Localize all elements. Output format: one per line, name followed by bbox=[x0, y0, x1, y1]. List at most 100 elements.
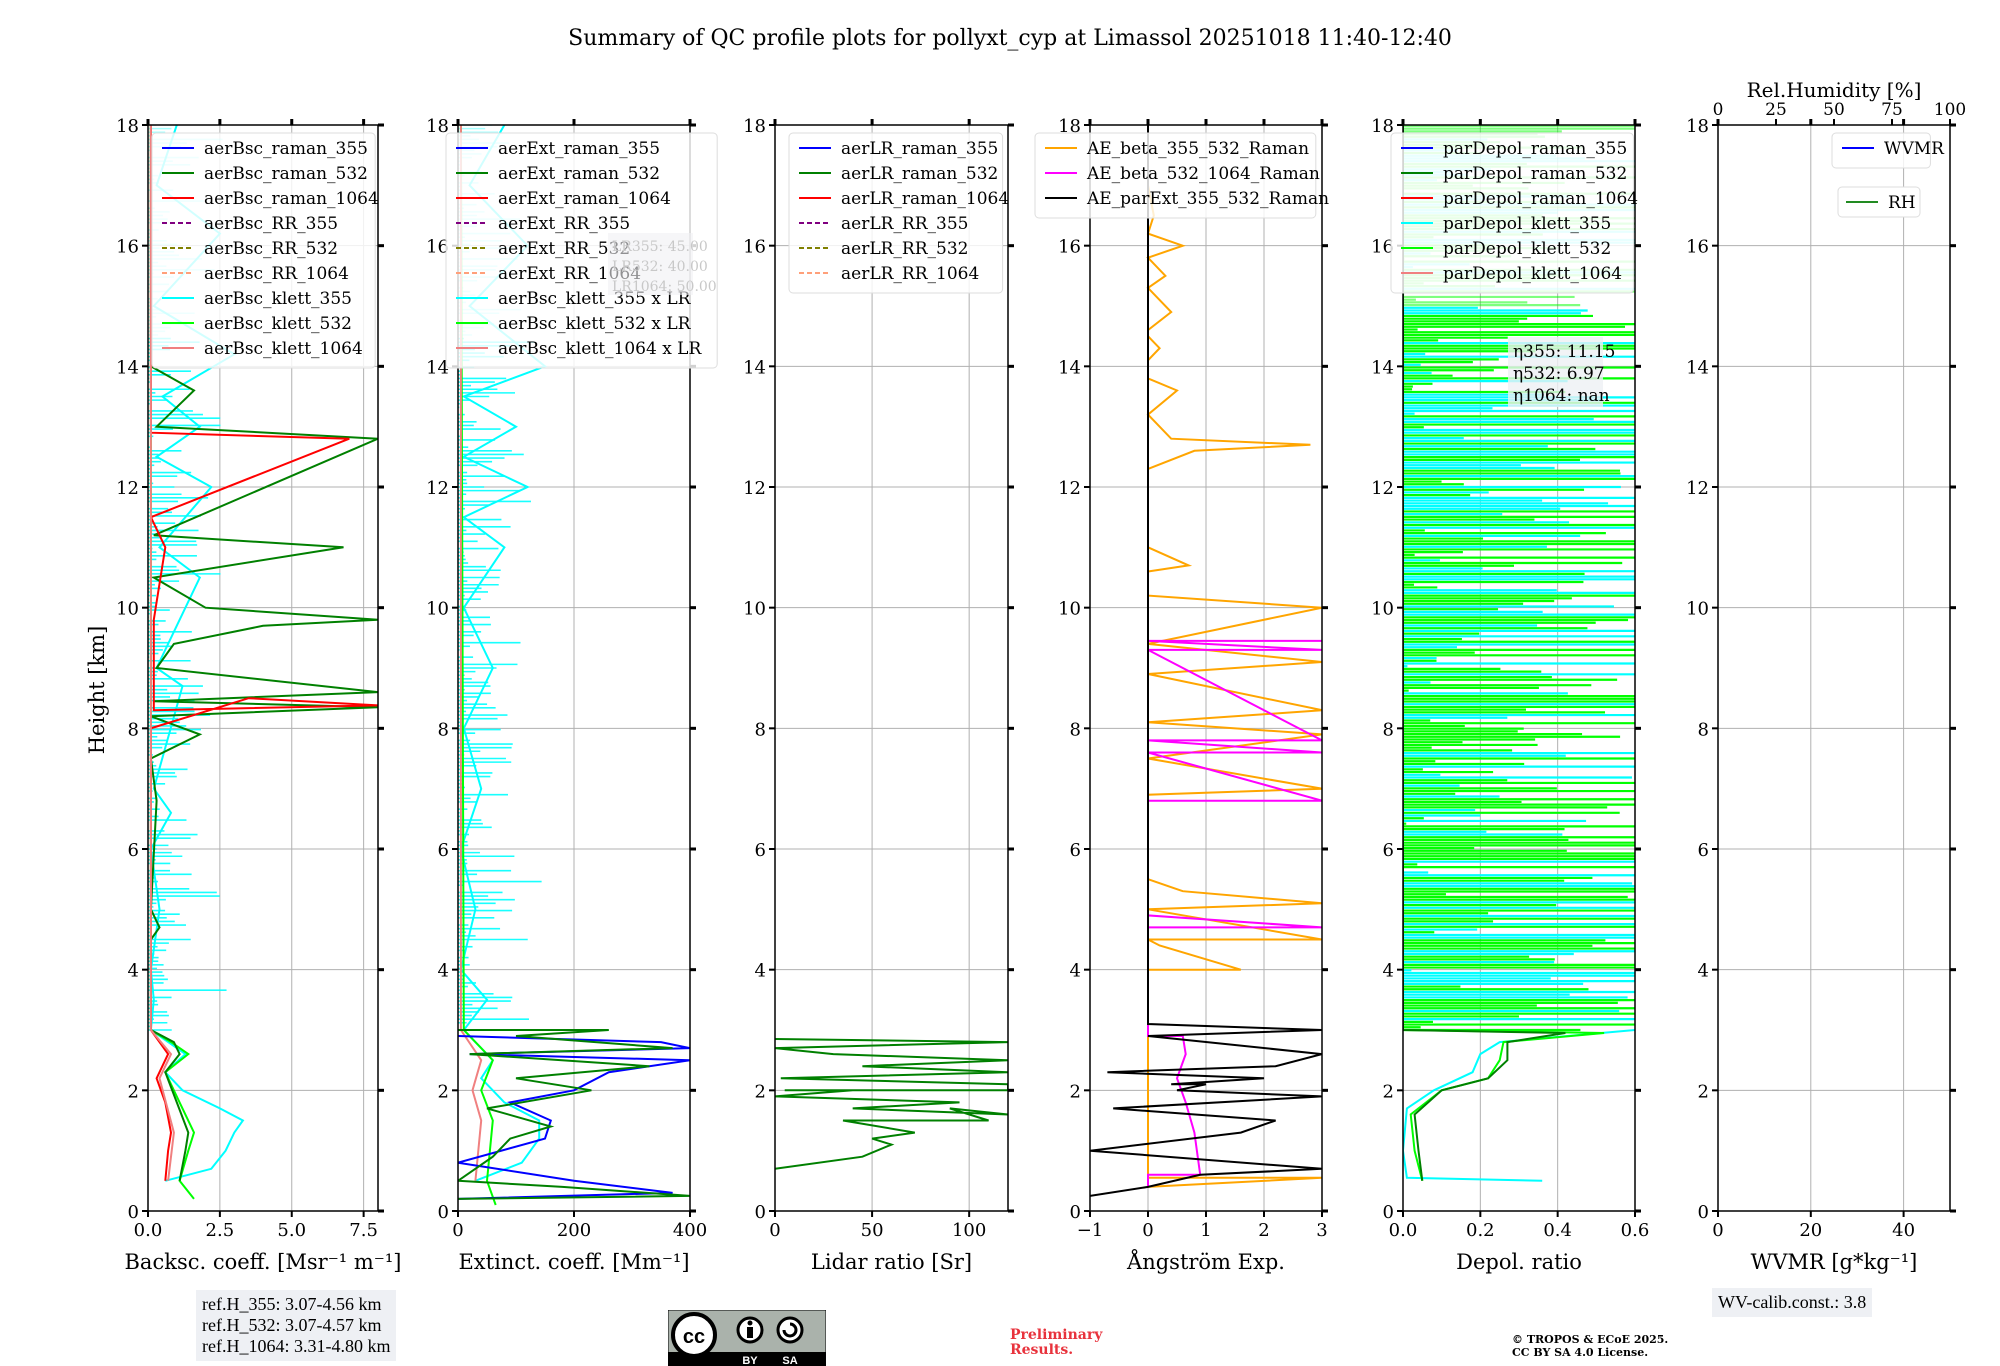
ref-height-1064: ref.H_1064: 3.31-4.80 km bbox=[202, 1336, 391, 1356]
ref-height-532: ref.H_532: 3.07-4.57 km bbox=[202, 1315, 382, 1335]
legend-label: aerExt_RR_1064 bbox=[498, 264, 641, 284]
y-tick-label: 18 bbox=[116, 116, 139, 137]
y-tick-label: 16 bbox=[1686, 237, 1709, 258]
x-tick-label: 100 bbox=[952, 1220, 986, 1241]
axes-frame bbox=[774, 124, 1009, 1212]
legend-label: aerLR_raman_1064 bbox=[841, 189, 1009, 209]
reference-height-box: ref.H_355: 3.07-4.56 km ref.H_532: 3.07-… bbox=[196, 1290, 397, 1361]
legend-label: aerExt_raman_532 bbox=[498, 164, 660, 184]
series-aerBsc_raman_532 bbox=[149, 125, 378, 1181]
legend-label: aerExt_RR_355 bbox=[498, 214, 630, 234]
plot-area bbox=[775, 1038, 1008, 1170]
y-axis-label: Height [km] bbox=[85, 626, 109, 755]
copyright-line-2: CC BY SA 4.0 License. bbox=[1512, 1346, 1649, 1359]
legend-label: aerBsc_klett_355 bbox=[204, 289, 352, 309]
y-tick-label: 14 bbox=[1371, 357, 1394, 378]
panel-extinction: 0 2 4 6 8 10 12 14 16 18 0 200 400 Extinct. coeff. [M… bbox=[426, 116, 718, 1274]
legend-label: parDepol_klett_1064 bbox=[1443, 264, 1622, 284]
x-tick-label: 0 bbox=[1712, 1220, 1723, 1241]
by-label: BY bbox=[742, 1355, 758, 1366]
eta-annotation: η532: 6.97 bbox=[1513, 364, 1605, 384]
y-tick-label: 0 bbox=[128, 1202, 139, 1223]
y-tick-label: 12 bbox=[1686, 478, 1709, 499]
x-tick-label: 0.4 bbox=[1543, 1220, 1572, 1241]
preliminary-line-2: Results. bbox=[1010, 1342, 1074, 1358]
y-tick-label: 4 bbox=[438, 961, 449, 982]
legend-label: aerBsc_raman_1064 bbox=[204, 189, 379, 209]
y-tick-label: 12 bbox=[743, 478, 766, 499]
y-tick-label: 6 bbox=[755, 840, 766, 861]
top-x-tick-label: 100 bbox=[1934, 100, 1966, 120]
top-x-tick-label: 25 bbox=[1765, 100, 1787, 120]
x-tick-label: −1 bbox=[1077, 1220, 1104, 1241]
y-tick-label: 8 bbox=[1070, 719, 1081, 740]
y-tick-label: 2 bbox=[1383, 1081, 1394, 1102]
legend-label: parDepol_klett_355 bbox=[1443, 214, 1611, 234]
legend-label: parDepol_raman_355 bbox=[1443, 139, 1627, 159]
series-aerExt_raman_532 bbox=[458, 1029, 690, 1200]
legend-label: aerBsc_raman_355 bbox=[204, 139, 368, 159]
legend-label: RH bbox=[1888, 193, 1916, 213]
figure-title: Summary of QC profile plots for pollyxt_… bbox=[568, 26, 1452, 51]
y-tick-label: 8 bbox=[1698, 719, 1709, 740]
legend-box-rh bbox=[1837, 186, 1921, 218]
legend-label: aerBsc_klett_1064 x LR bbox=[498, 339, 702, 359]
legend-label: aerExt_raman_355 bbox=[498, 139, 660, 159]
y-tick-label: 8 bbox=[128, 719, 139, 740]
y-tick-label: 12 bbox=[426, 478, 449, 499]
preliminary-line-1: Preliminary bbox=[1010, 1327, 1103, 1343]
x-tick-label: 1 bbox=[1200, 1220, 1211, 1241]
series-AE_beta_532_1064_Raman bbox=[1147, 639, 1322, 1187]
cc-icon-label: cc bbox=[683, 1326, 705, 1348]
series-aerLR_raman_532 bbox=[775, 1038, 1008, 1170]
cc-license-badge: cc BY SA bbox=[668, 1310, 826, 1366]
legend-label: aerBsc_klett_532 x LR bbox=[498, 314, 692, 334]
y-tick-label: 10 bbox=[743, 599, 766, 620]
x-tick-label: 20 bbox=[1799, 1220, 1822, 1241]
x-tick-label: 0.2 bbox=[1466, 1220, 1495, 1241]
y-tick-label: 2 bbox=[1698, 1081, 1709, 1102]
x-tick-label: 0 bbox=[1142, 1220, 1153, 1241]
y-tick-label: 18 bbox=[426, 116, 449, 137]
series-aerBsc_klett_355 bbox=[149, 125, 245, 1182]
panel-depolarization: 0 2 4 6 8 10 12 14 16 18 0.0 0.2 0.4 0.6 Depol. ratio p… bbox=[1371, 116, 1649, 1274]
plot-area bbox=[1090, 125, 1322, 1197]
eta-annotation: η1064: nan bbox=[1513, 386, 1610, 406]
y-tick-label: 2 bbox=[128, 1081, 139, 1102]
copyright-note: © TROPOS & ECoE 2025. CC BY SA 4.0 Licen… bbox=[1512, 1333, 1668, 1359]
series-parDepol_klett_532 bbox=[1403, 1029, 1605, 1182]
x-axis-label: Lidar ratio [Sr] bbox=[811, 1250, 972, 1274]
lr-annotation: LR355: 45.00 bbox=[612, 239, 708, 255]
y-tick-label: 4 bbox=[1383, 961, 1394, 982]
y-tick-label: 10 bbox=[426, 599, 449, 620]
y-tick-label: 14 bbox=[426, 357, 449, 378]
legend-label: aerLR_raman_532 bbox=[841, 164, 998, 184]
x-axis-label: Backsc. coeff. [Msr⁻¹ m⁻¹] bbox=[125, 1250, 402, 1274]
x-tick-label: 7.5 bbox=[349, 1220, 378, 1241]
y-tick-label: 12 bbox=[1058, 478, 1081, 499]
y-tick-label: 4 bbox=[755, 961, 766, 982]
y-tick-label: 0 bbox=[1383, 1202, 1394, 1223]
legend-label: aerBsc_RR_355 bbox=[204, 214, 338, 234]
legend-box bbox=[445, 132, 718, 369]
eta-annotation: η355: 11.15 bbox=[1513, 342, 1615, 362]
y-tick-label: 16 bbox=[1371, 237, 1394, 258]
legend-label: parDepol_raman_532 bbox=[1443, 164, 1627, 184]
legend-label: aerExt_RR_532 bbox=[498, 239, 630, 259]
top-x-axis-label: Rel.Humidity [%] bbox=[1747, 78, 1922, 102]
x-axis-label: Extinct. coeff. [Mm⁻¹] bbox=[458, 1250, 689, 1274]
x-tick-label: 400 bbox=[673, 1220, 707, 1241]
y-tick-label: 6 bbox=[1698, 840, 1709, 861]
top-x-tick-label: 50 bbox=[1823, 100, 1845, 120]
x-tick-label: 0 bbox=[452, 1220, 463, 1241]
cc-icon bbox=[671, 1312, 717, 1358]
top-x-tick-label: 75 bbox=[1881, 100, 1903, 120]
copyright-line-1: © TROPOS & ECoE 2025. bbox=[1512, 1333, 1669, 1346]
legend-label: aerLR_RR_532 bbox=[841, 239, 968, 259]
sa-sharealike-icon bbox=[776, 1316, 804, 1344]
y-tick-label: 16 bbox=[743, 237, 766, 258]
legend-label: AE_parExt_355_532_Raman bbox=[1086, 189, 1329, 209]
y-tick-label: 16 bbox=[1058, 237, 1081, 258]
